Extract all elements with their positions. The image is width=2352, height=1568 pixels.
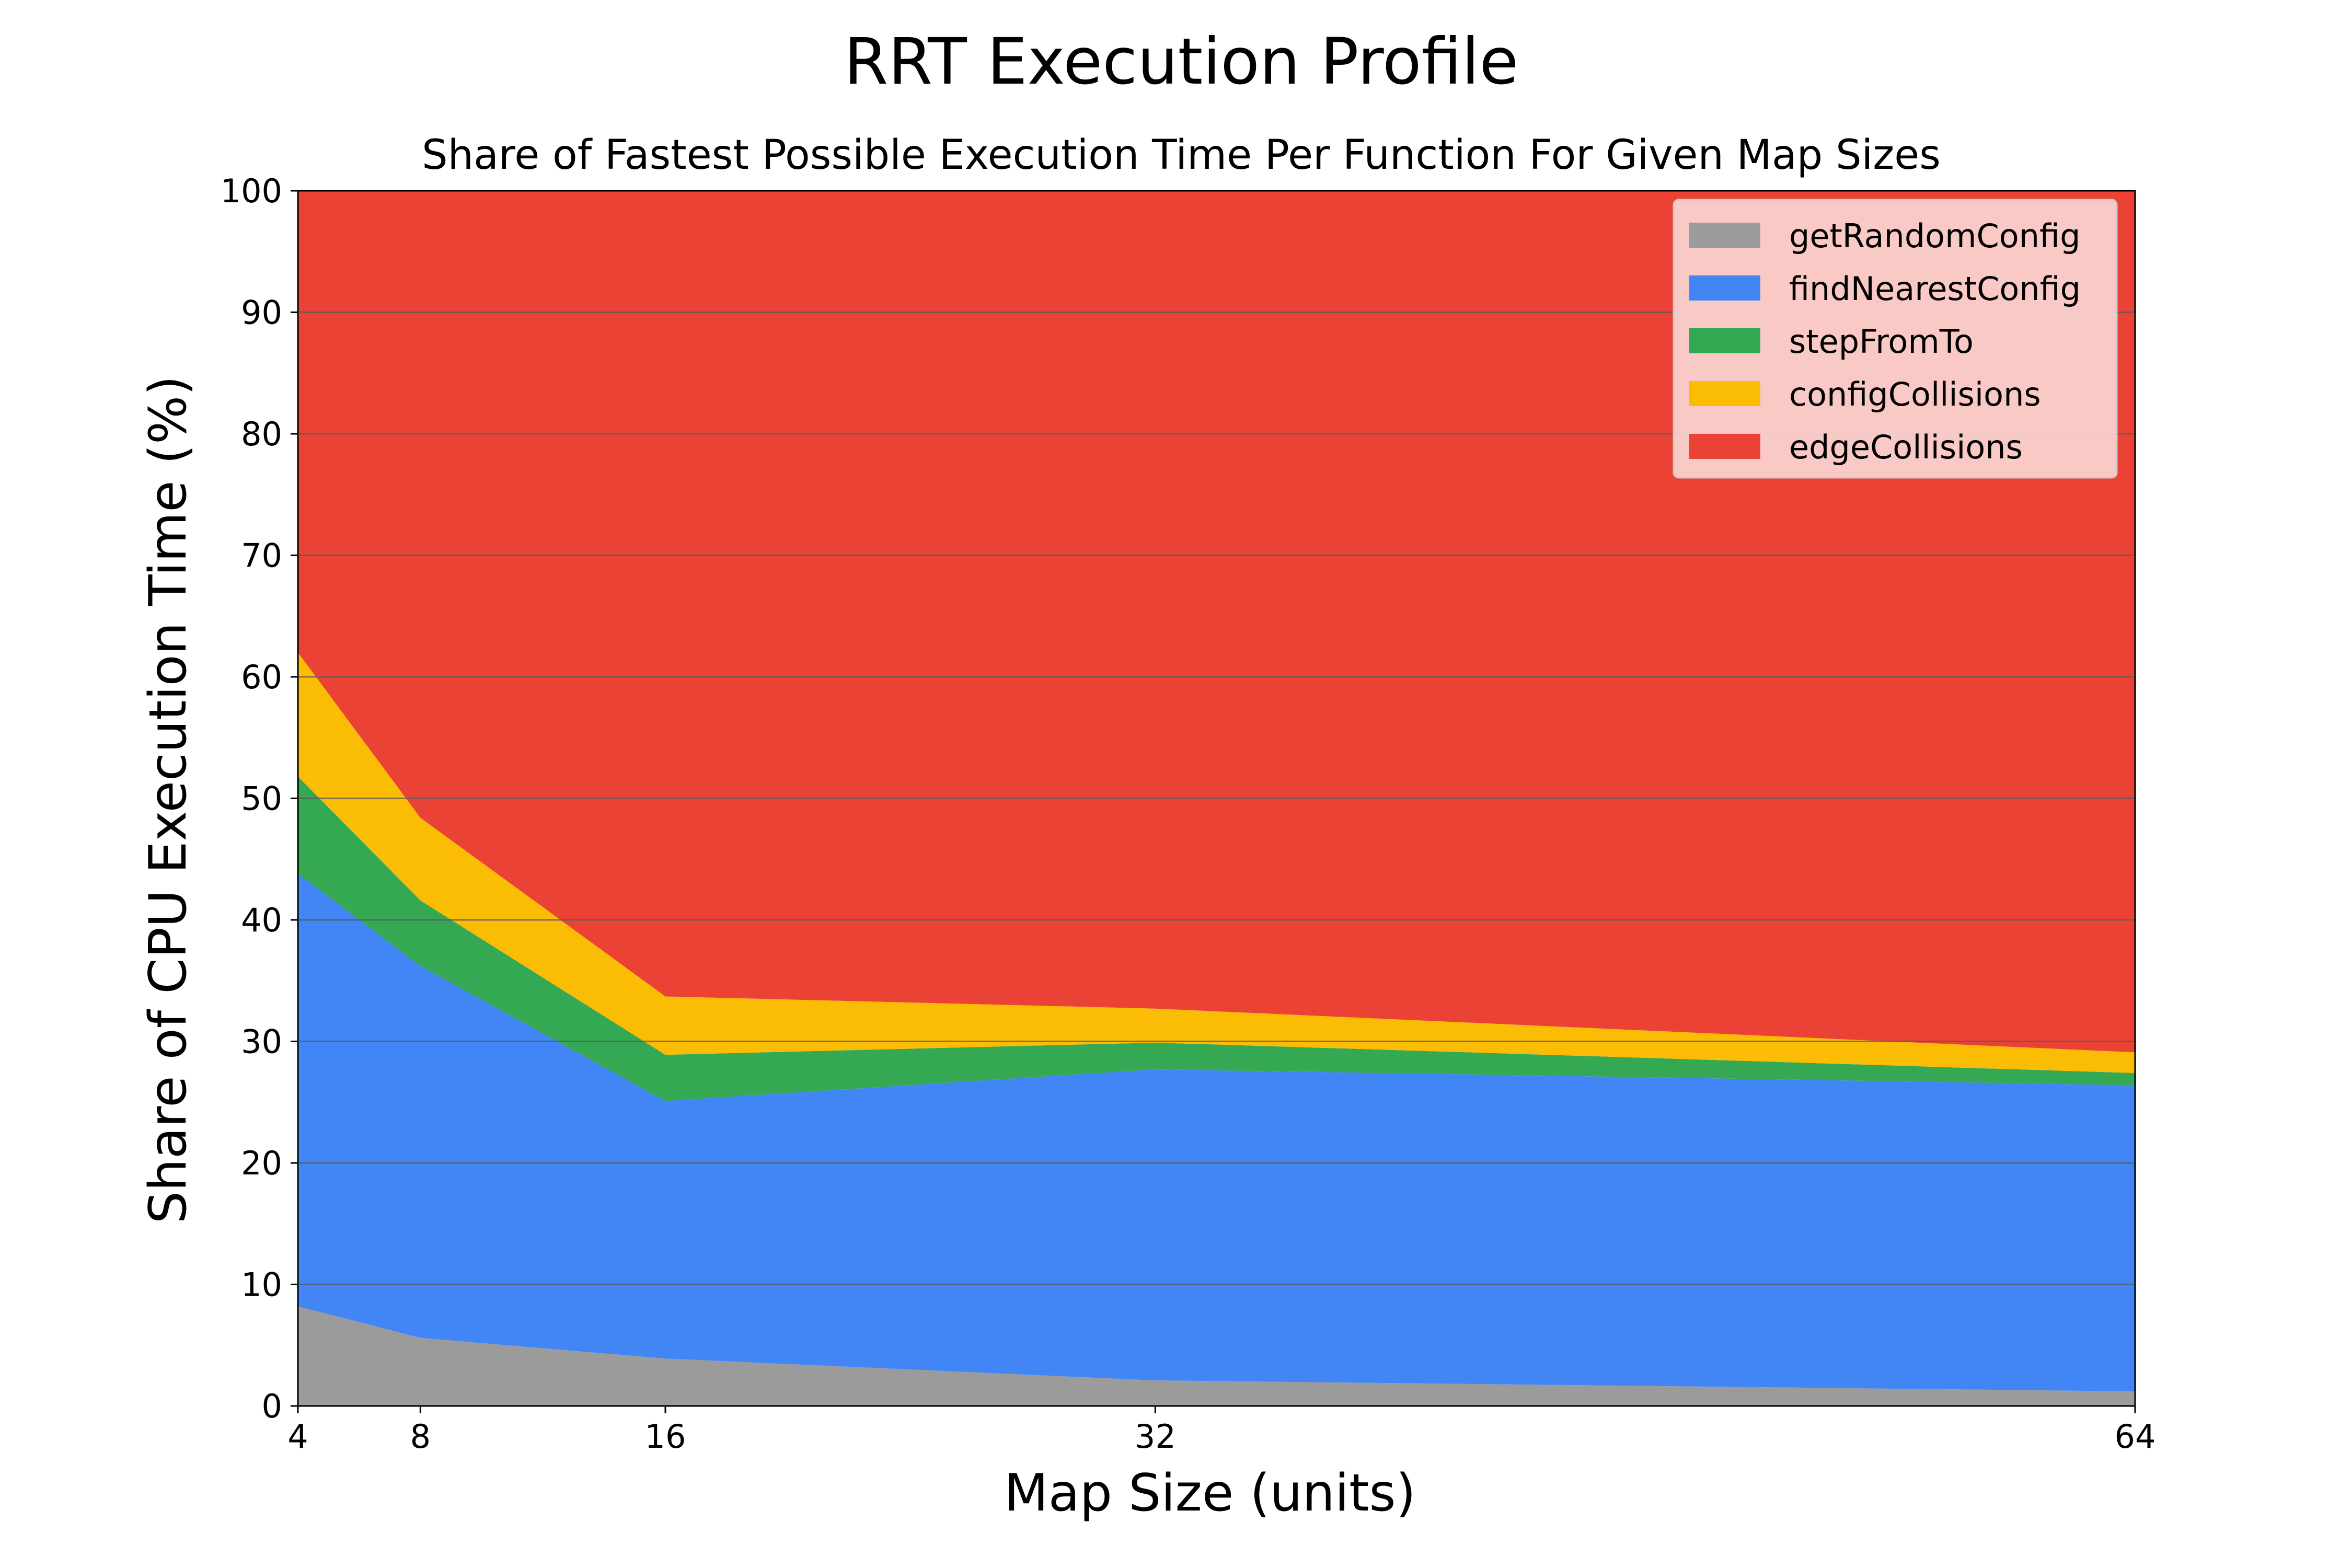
legend-label-stepFromTo: stepFromTo <box>1789 322 1974 361</box>
area-findNearestConfig <box>298 873 2135 1392</box>
y-tick-label: 100 <box>221 172 282 210</box>
legend-label-getRandomConfig: getRandomConfig <box>1789 217 2080 255</box>
y-tick-label: 20 <box>241 1144 282 1182</box>
chart-subtitle: Share of Fastest Possible Execution Time… <box>422 132 1941 179</box>
area-stepFromTo <box>298 776 2135 1101</box>
x-tick-label: 4 <box>287 1417 308 1456</box>
legend-box <box>1673 199 2118 479</box>
y-tick-label: 0 <box>262 1387 282 1425</box>
x-tick-label: 32 <box>1135 1417 1176 1456</box>
y-tick-label: 40 <box>241 901 282 939</box>
y-axis-label: Share of CPU Execution Time (%) <box>139 376 198 1224</box>
y-tick-label: 50 <box>241 780 282 818</box>
legend-label-configCollisions: configCollisions <box>1789 375 2041 413</box>
y-tick-label: 60 <box>241 658 282 696</box>
y-tick-label: 30 <box>241 1023 282 1061</box>
legend-swatch-configCollisions <box>1689 381 1760 406</box>
legend-label-findNearestConfig: findNearestConfig <box>1789 270 2081 308</box>
legend-swatch-findNearestConfig <box>1689 275 1760 301</box>
legend-swatch-edgeCollisions <box>1689 434 1760 459</box>
y-tick-label: 90 <box>241 294 282 332</box>
x-tick-label: 16 <box>645 1417 686 1456</box>
y-tick-label: 80 <box>241 415 282 453</box>
x-tick-label: 8 <box>410 1417 431 1456</box>
y-tick-label: 10 <box>241 1266 282 1304</box>
x-tick-label: 64 <box>2115 1417 2156 1456</box>
legend-label-edgeCollisions: edgeCollisions <box>1789 428 2023 466</box>
y-axis-ticks: 0 10 20 30 40 50 60 70 80 90 100 <box>221 172 298 1425</box>
y-tick-label: 70 <box>241 537 282 575</box>
x-axis-label: Map Size (units) <box>1004 1463 1416 1523</box>
x-axis-ticks: 4 8 16 32 64 <box>287 1406 2155 1456</box>
chart-title: RRT Execution Profile <box>844 25 1519 99</box>
legend-swatch-stepFromTo <box>1689 328 1760 353</box>
area-getRandomConfig <box>298 1306 2135 1406</box>
legend: getRandomConfig findNearestConfig stepFrom… <box>1673 199 2118 479</box>
legend-swatch-getRandomConfig <box>1689 223 1760 248</box>
